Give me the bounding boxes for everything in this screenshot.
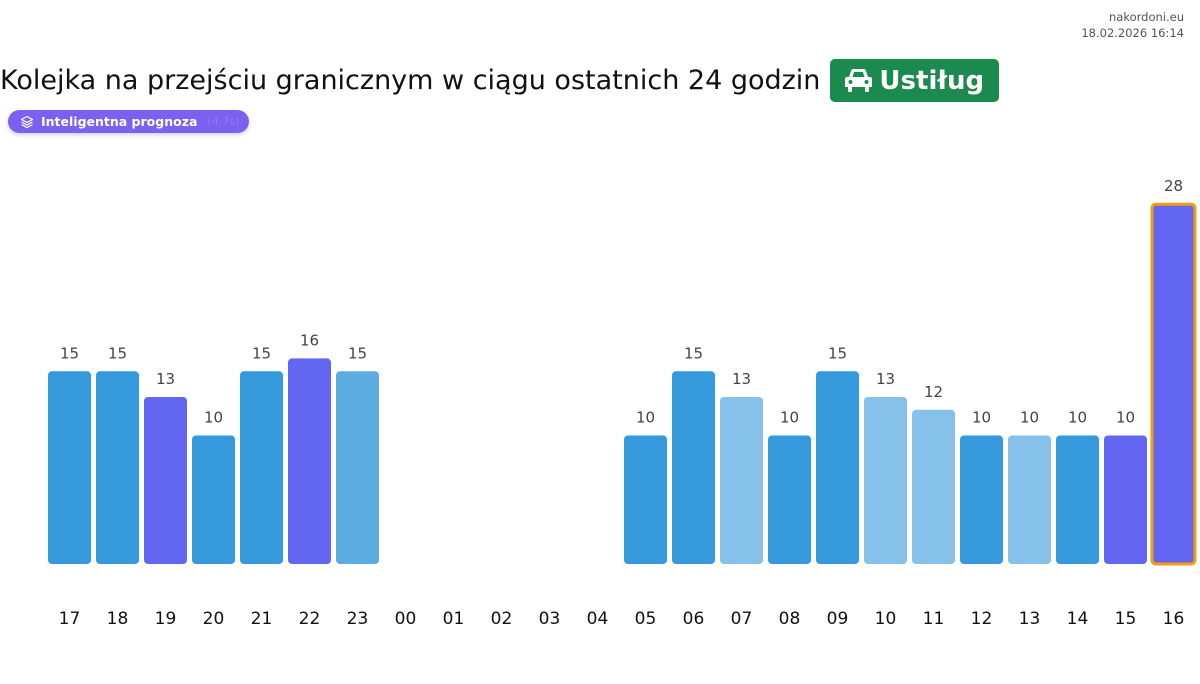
bar-22[interactable] <box>288 358 331 564</box>
bar-value-label-22: 16 <box>300 331 319 349</box>
bar-13[interactable] <box>1008 435 1051 565</box>
bar-11[interactable] <box>912 409 955 564</box>
bar-value-label-07: 13 <box>732 370 751 388</box>
x-tick-label-19: 19 <box>155 609 177 629</box>
bar-value-label-13: 10 <box>1020 409 1039 427</box>
x-tick-label-06: 06 <box>683 609 705 629</box>
forecast-chip-extra: (4:7s) <box>207 115 240 128</box>
layers-icon <box>20 115 34 128</box>
bar-21[interactable] <box>240 371 283 564</box>
x-tick-label-14: 14 <box>1067 609 1089 629</box>
x-tick-label-10: 10 <box>875 609 897 629</box>
bar-08[interactable] <box>768 435 811 565</box>
x-tick-label-00: 00 <box>395 609 417 629</box>
x-tick-label-05: 05 <box>635 609 657 629</box>
bar-17[interactable] <box>48 371 91 564</box>
x-tick-label-17: 17 <box>59 609 81 629</box>
forecast-chip-label: Inteligentna prognoza <box>41 114 198 129</box>
bar-20[interactable] <box>192 435 235 565</box>
bar-value-label-08: 10 <box>780 409 799 427</box>
site-name: nakordoni.eu <box>1109 10 1184 24</box>
x-tick-label-20: 20 <box>203 609 225 629</box>
bar-07[interactable] <box>720 396 763 564</box>
bar-value-label-21: 15 <box>252 344 271 362</box>
car-icon <box>845 69 873 92</box>
bar-14[interactable] <box>1056 435 1099 565</box>
x-tick-label-23: 23 <box>347 609 369 629</box>
bar-09[interactable] <box>816 371 859 564</box>
bar-18[interactable] <box>96 371 139 564</box>
bar-16[interactable] <box>1150 202 1197 566</box>
bar-value-label-06: 15 <box>684 344 703 362</box>
bar-05[interactable] <box>624 435 667 565</box>
bar-23[interactable] <box>336 371 379 564</box>
place-name: Ustiług <box>879 65 985 96</box>
timestamp: 18.02.2026 16:14 <box>1081 26 1184 40</box>
bar-06[interactable] <box>672 371 715 564</box>
bar-value-label-15: 10 <box>1116 409 1135 427</box>
bar-value-label-11: 12 <box>924 383 943 401</box>
x-tick-label-18: 18 <box>107 609 129 629</box>
x-tick-label-08: 08 <box>779 609 801 629</box>
bar-12[interactable] <box>960 435 1003 565</box>
x-tick-label-13: 13 <box>1019 609 1041 629</box>
bar-19[interactable] <box>144 396 187 564</box>
bar-value-label-18: 15 <box>108 344 127 362</box>
x-tick-label-22: 22 <box>299 609 321 629</box>
page-title: Kolejka na przejściu granicznym w ciągu … <box>0 65 821 96</box>
bar-value-label-12: 10 <box>972 409 991 427</box>
bar-value-label-20: 10 <box>204 409 223 427</box>
x-tick-label-02: 02 <box>491 609 513 629</box>
x-tick-label-03: 03 <box>539 609 561 629</box>
x-tick-label-09: 09 <box>827 609 849 629</box>
bar-value-label-23: 15 <box>348 344 367 362</box>
place-badge[interactable]: Ustiług <box>830 59 1000 102</box>
x-tick-label-01: 01 <box>443 609 465 629</box>
forecast-chip[interactable]: Inteligentna prognoza (4:7s) <box>8 110 249 133</box>
bar-value-label-19: 13 <box>156 370 175 388</box>
bar-value-label-09: 15 <box>828 344 847 362</box>
x-tick-label-07: 07 <box>731 609 753 629</box>
bar-value-label-17: 15 <box>60 344 79 362</box>
bar-value-label-14: 10 <box>1068 409 1087 427</box>
x-tick-label-11: 11 <box>923 609 945 629</box>
x-tick-label-21: 21 <box>251 609 273 629</box>
bar-value-label-16: 28 <box>1164 177 1183 195</box>
bar-15[interactable] <box>1104 435 1147 565</box>
bar-10[interactable] <box>864 396 907 564</box>
x-tick-label-15: 15 <box>1115 609 1137 629</box>
x-tick-label-12: 12 <box>971 609 993 629</box>
bar-value-label-05: 10 <box>636 409 655 427</box>
header-meta: nakordoni.eu 18.02.2026 16:14 <box>1081 9 1184 41</box>
x-tick-label-04: 04 <box>587 609 609 629</box>
bar-value-label-10: 13 <box>876 370 895 388</box>
x-tick-label-16: 16 <box>1163 609 1185 629</box>
title-row: Kolejka na przejściu granicznym w ciągu … <box>0 59 1000 102</box>
